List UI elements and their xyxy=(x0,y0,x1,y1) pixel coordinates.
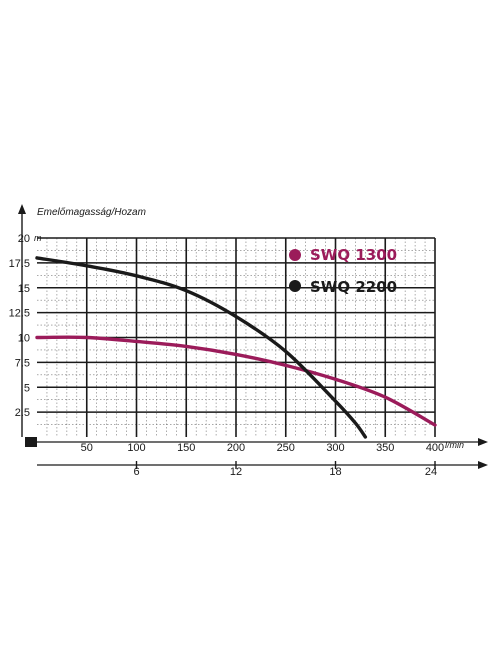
y-tick-label: 15 xyxy=(18,283,30,295)
origin-marker xyxy=(25,437,37,447)
chart-series xyxy=(35,256,437,439)
chart-grid xyxy=(37,237,436,437)
y-tick-label: 20 xyxy=(18,233,30,245)
x-tick-label: 200 xyxy=(227,442,245,454)
legend-label-swq-1300: SWQ 1300 xyxy=(310,246,397,264)
x2-tick-label: 6 xyxy=(133,466,139,478)
legend-marker-swq-1300 xyxy=(289,249,301,261)
y-tick-label: 10 xyxy=(18,333,30,345)
series-line-swq-1300 xyxy=(35,335,437,427)
legend: SWQ 1300 SWQ 2200 xyxy=(289,246,397,296)
series-line-swq-2200 xyxy=(35,256,368,439)
x2-axis-arrow-icon xyxy=(478,461,488,469)
chart-axes xyxy=(18,204,488,469)
y-tick-label: 2.5 xyxy=(15,407,30,419)
x-tick-label: 250 xyxy=(277,442,295,454)
x-axis-arrow-icon xyxy=(478,438,488,446)
x2-tick-label: 18 xyxy=(329,466,341,478)
x2-tick-label: 24 xyxy=(425,466,437,478)
x-tick-label: 350 xyxy=(376,442,394,454)
x-tick-label: 150 xyxy=(177,442,195,454)
y-axis-arrow-icon xyxy=(18,204,26,214)
x-tick-label: 400 xyxy=(426,442,444,454)
y-axis-unit: m xyxy=(34,233,42,243)
x-tick-label: 50 xyxy=(81,442,93,454)
legend-marker-swq-2200 xyxy=(289,280,301,292)
y-tick-label: 17.5 xyxy=(9,258,30,270)
x-tick-label: 300 xyxy=(326,442,344,454)
y-axis-label: Emelőmagasság/Hozam xyxy=(37,207,146,218)
x-tick-label: 100 xyxy=(127,442,145,454)
chart-ticks: 20 17.5 15 12.5 10 7.5 5 2.5 50 100 150 200 250 300 35… xyxy=(9,233,445,478)
y-tick-label: 12.5 xyxy=(9,308,30,320)
y-tick-label: 5 xyxy=(24,382,30,394)
legend-label-swq-2200: SWQ 2200 xyxy=(310,278,397,296)
x-axis-unit-primary: l/min xyxy=(445,440,464,450)
y-tick-label: 7.5 xyxy=(15,357,30,369)
x2-tick-label: 12 xyxy=(230,466,242,478)
